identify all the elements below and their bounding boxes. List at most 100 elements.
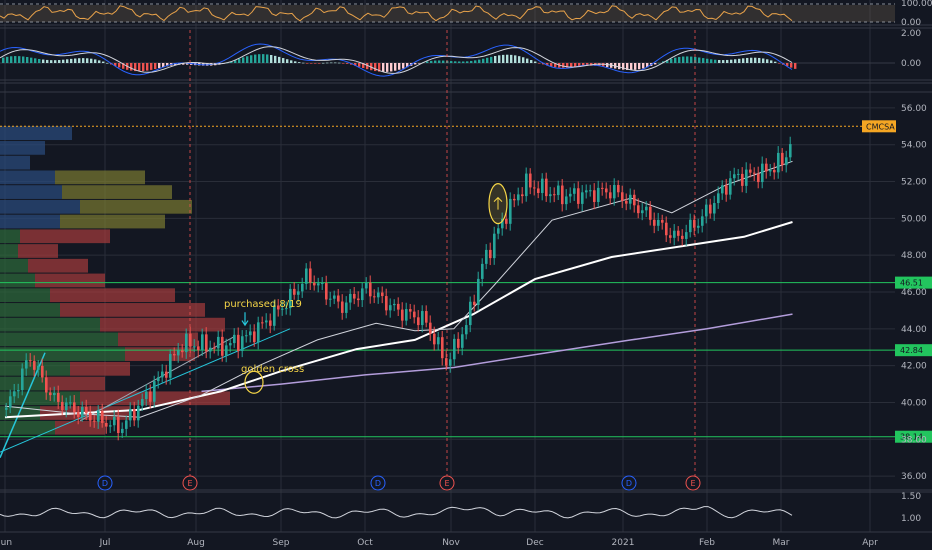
candle-body	[725, 185, 728, 195]
candle-body	[565, 196, 568, 205]
macd-hist-bar	[626, 63, 629, 70]
macd-hist-bar	[234, 60, 237, 63]
candle-body	[361, 288, 364, 301]
event-marker	[370, 475, 386, 491]
candle-body	[641, 210, 644, 214]
candle-body	[157, 377, 160, 382]
candle-body	[733, 174, 736, 179]
profile-bar-olive	[62, 185, 172, 199]
macd-hist-bar	[646, 63, 649, 68]
profile-bar-green	[0, 273, 35, 288]
macd-hist-bar	[66, 59, 69, 63]
candle-body	[569, 193, 572, 197]
macd-hist-bar	[698, 57, 701, 63]
candle-body	[497, 228, 500, 234]
candle-body	[689, 219, 692, 233]
candle-body	[65, 402, 68, 411]
candle-body	[213, 347, 216, 349]
candle-body	[485, 249, 488, 264]
candle-body	[685, 232, 688, 239]
price-tick-label: 46.00	[901, 288, 927, 298]
profile-bar-blue	[0, 185, 62, 199]
candle-body	[61, 401, 64, 411]
purchase-arrow-icon	[241, 312, 249, 327]
macd-hist-bar	[674, 57, 677, 63]
candle-body	[481, 263, 484, 279]
candle-body	[673, 230, 676, 238]
macd-hist-bar	[586, 63, 589, 66]
price-tick-label: 40.00	[901, 398, 927, 408]
macd-hist-bar	[74, 58, 77, 63]
candle-body	[129, 409, 132, 421]
macd-hist-bar	[602, 63, 605, 67]
vol-tick-label: 1.00	[901, 514, 921, 524]
candle-body	[705, 204, 708, 217]
macd-hist-bar	[738, 58, 741, 63]
candle-body	[5, 407, 8, 410]
macd-hist-bar	[18, 56, 21, 63]
candle-body	[773, 169, 776, 173]
profile-bar-red	[125, 347, 195, 361]
profile-bar-green	[0, 391, 80, 406]
macd-hist-bar	[578, 63, 581, 67]
macd-hist-bar	[546, 63, 549, 66]
candle-body	[69, 402, 72, 404]
event-label: E	[690, 479, 695, 488]
candle-body	[697, 225, 700, 228]
macd-hist-bar	[502, 54, 505, 63]
macd-hist-bar	[670, 58, 673, 63]
macd-hist-bar	[766, 59, 769, 63]
macd-hist-bar	[518, 56, 521, 63]
candle-body	[741, 173, 744, 186]
macd-hist-bar	[638, 63, 641, 70]
candle-body	[505, 218, 508, 224]
x-tick-label: Apr	[862, 538, 878, 548]
macd-hist-bar	[70, 58, 73, 63]
candle-body	[517, 194, 520, 201]
macd-hist-bar	[534, 61, 537, 63]
profile-bar-red	[118, 332, 198, 347]
macd-hist-bar	[30, 57, 33, 63]
candle-body	[253, 331, 256, 343]
macd-hist-bar	[58, 60, 61, 63]
candle-body	[521, 194, 524, 197]
candle-body	[757, 173, 760, 183]
candle-body	[105, 422, 108, 427]
candle-body	[325, 283, 328, 300]
macd-hist-bar	[474, 60, 477, 63]
candle-body	[617, 185, 620, 193]
candle-body	[709, 204, 712, 214]
candle-body	[669, 235, 672, 238]
macd-tick-label: 0.00	[901, 59, 921, 69]
x-tick-label: 2021	[612, 538, 635, 548]
macd-hist-bar	[486, 57, 489, 63]
candle-body	[37, 365, 40, 370]
macd-hist-bar	[366, 63, 369, 70]
candle-body	[637, 205, 640, 214]
candle-body	[489, 249, 492, 259]
candle-body	[165, 371, 168, 378]
macd-hist-bar	[570, 63, 573, 68]
level-tag-label: 38.14	[900, 433, 923, 442]
profile-bar-red	[35, 273, 105, 288]
macd-hist-bar	[730, 59, 733, 63]
volatility-line	[0, 506, 793, 519]
candle-body	[777, 152, 780, 173]
profile-bar-blue	[0, 170, 55, 185]
candle-body	[285, 308, 288, 310]
candle-body	[369, 282, 372, 297]
profile-bar-blue	[0, 214, 60, 229]
macd-hist-bar	[2, 57, 5, 63]
level-tag-label: 46.51	[900, 279, 923, 288]
macd-hist-bar	[302, 62, 305, 64]
macd-hist-bar	[726, 59, 729, 63]
candle-body	[713, 203, 716, 214]
candle-body	[389, 305, 392, 311]
x-tick-label: Nov	[442, 538, 460, 548]
profile-bar-olive	[55, 170, 145, 185]
price-tick-label: 36.00	[901, 472, 927, 482]
macd-hist-bar	[494, 55, 497, 63]
macd-hist-bar	[774, 61, 777, 63]
macd-hist-bar	[794, 63, 797, 69]
